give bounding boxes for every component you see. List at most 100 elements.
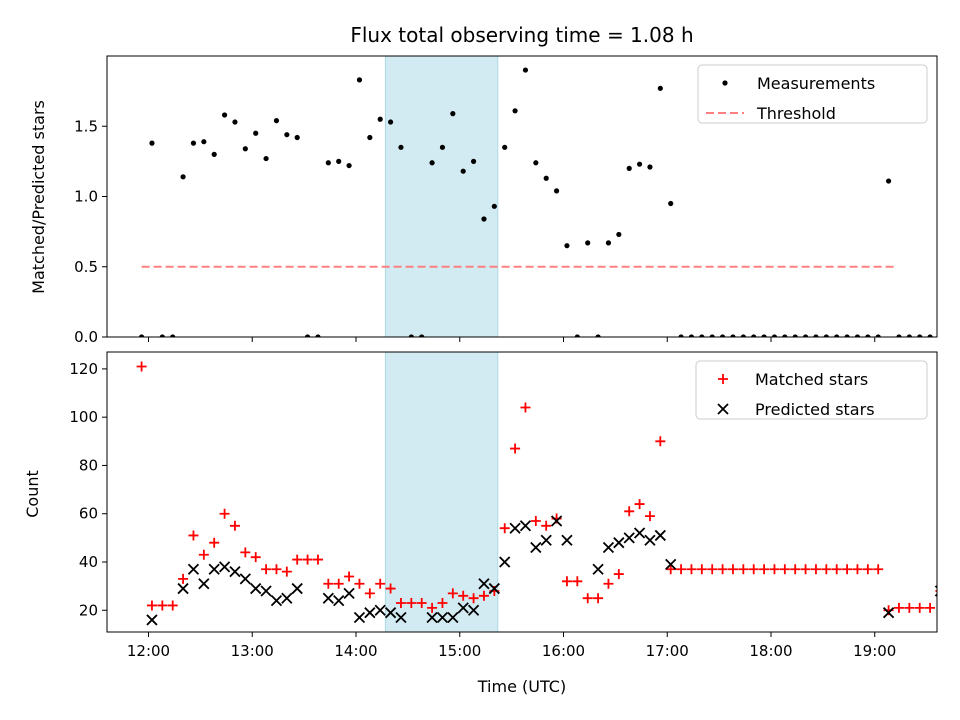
y-tick-label: 20 [79, 601, 98, 619]
data-point [771, 334, 778, 337]
data-point [595, 334, 601, 337]
top-panel-ratio: 0.0 0.5 1.0 1.5 Measurements Threshold [74, 55, 938, 346]
data-point [281, 566, 292, 577]
data-point [927, 334, 933, 337]
data-point [467, 604, 480, 616]
data-point [447, 588, 458, 599]
data-point [364, 588, 375, 599]
data-point [242, 146, 248, 152]
data-point [800, 564, 811, 575]
y-tick-label: 0.5 [74, 258, 98, 276]
data-point [344, 571, 355, 582]
series-measurements [138, 67, 933, 337]
data-point [208, 563, 220, 575]
data-point [239, 573, 251, 585]
data-point [343, 587, 355, 600]
data-point [302, 554, 313, 565]
bottom-panel-counts: 20 40 60 80 100 120 12:00 13:00 14:00 15:00 16:00 1… [69, 351, 938, 660]
data-point [457, 602, 469, 614]
data-point [896, 334, 902, 337]
data-point [385, 583, 396, 594]
y-tick-label: 120 [69, 360, 98, 378]
data-point [447, 611, 459, 624]
x-tick-label: 13:00 [231, 642, 274, 660]
series-matched-stars [136, 361, 937, 616]
data-point [616, 231, 622, 238]
plot-area [136, 361, 937, 626]
data-point [437, 598, 448, 609]
data-point [533, 160, 539, 166]
highlight-band [384, 55, 499, 338]
data-point [177, 582, 189, 595]
data-point [882, 607, 895, 619]
data-point [458, 590, 469, 601]
legend-label: Predicted stars [755, 400, 875, 419]
x-tick-label: 14:00 [334, 642, 377, 660]
data-point [149, 140, 155, 146]
data-point [229, 566, 241, 578]
data-point [852, 564, 863, 575]
y-tick-label: 100 [69, 408, 98, 426]
legend-label: Threshold [756, 104, 836, 123]
data-point [509, 522, 521, 534]
axes-frame [106, 351, 938, 633]
data-point [136, 361, 147, 372]
data-point [294, 134, 300, 141]
data-point [468, 593, 479, 604]
data-point [520, 402, 531, 413]
data-point [862, 564, 873, 575]
data-point [624, 506, 635, 517]
data-point [657, 85, 663, 91]
data-point [821, 564, 832, 575]
legend: Measurements Threshold [697, 64, 928, 124]
data-point [398, 144, 404, 150]
data-point [190, 140, 197, 146]
data-point [260, 585, 272, 597]
data-point [159, 334, 165, 337]
axes-frame [106, 55, 938, 338]
data-point [792, 334, 798, 337]
data-point [261, 564, 272, 575]
data-point [613, 537, 625, 549]
series-predicted-stars [146, 515, 937, 626]
data-point [654, 529, 666, 542]
data-point [550, 515, 563, 527]
data-point [810, 564, 821, 575]
data-point [157, 600, 168, 611]
data-point [250, 552, 261, 563]
data-point [644, 511, 655, 522]
data-point [211, 151, 217, 157]
data-point [218, 561, 231, 573]
data-point [844, 334, 850, 337]
data-point [488, 582, 500, 595]
data-point [367, 134, 373, 141]
data-point [603, 578, 614, 589]
data-point [221, 112, 228, 118]
data-point [478, 578, 490, 590]
data-point [198, 549, 209, 560]
data-point [406, 598, 417, 609]
data-point [375, 578, 386, 589]
data-point [727, 564, 738, 575]
data-point [914, 602, 925, 613]
data-point [387, 119, 394, 125]
data-point [377, 116, 383, 122]
highlight-band [384, 351, 499, 633]
data-point [574, 334, 580, 337]
data-point [146, 600, 157, 611]
data-point [284, 132, 290, 138]
legend: Matched stars Predicted stars [695, 360, 928, 420]
data-point [354, 578, 365, 589]
data-point [253, 130, 259, 136]
legend-marker [718, 374, 728, 384]
legend-label: Measurements [757, 74, 875, 93]
data-point [782, 334, 788, 337]
data-point [499, 523, 510, 534]
data-point [561, 576, 572, 587]
data-point [323, 578, 334, 589]
data-point [655, 436, 666, 447]
data-point [209, 537, 220, 548]
data-point [834, 334, 840, 337]
data-point [478, 590, 489, 601]
legend-box [695, 360, 928, 420]
